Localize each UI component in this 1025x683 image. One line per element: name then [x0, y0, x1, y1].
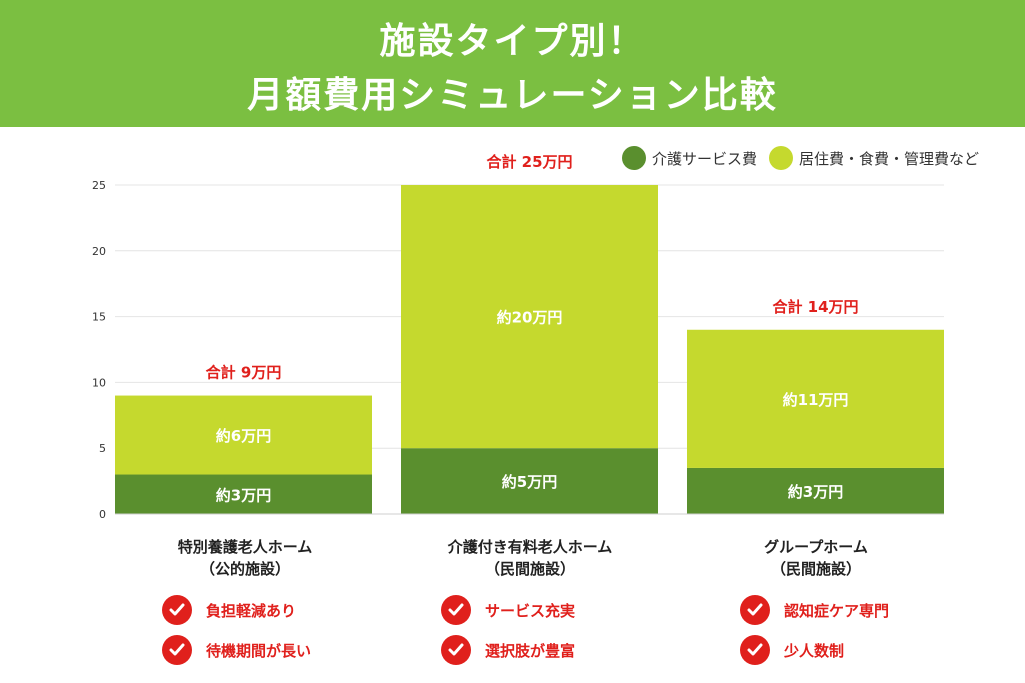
bar-total-label: 合計 9万円	[205, 364, 282, 382]
check-icon	[441, 635, 471, 665]
bar-data-label: 約3万円	[216, 486, 271, 504]
bar-segment	[687, 467, 944, 514]
check-icon	[740, 635, 770, 665]
feature-text: 選択肢が豊富	[485, 641, 576, 660]
y-tick-label: 5	[99, 442, 106, 455]
y-tick-label: 25	[92, 179, 106, 192]
bar-data-label: 約3万円	[788, 483, 843, 501]
check-icon	[162, 595, 192, 625]
category-label-tokuyo: 特別養護老人ホーム （公的施設）	[115, 536, 375, 580]
feature-text: 待機期間が長い	[206, 641, 312, 660]
check-icon	[441, 595, 471, 625]
y-tick-label: 0	[99, 508, 106, 521]
feature-text: サービス充実	[485, 601, 576, 620]
feature-item: 待機期間が長い	[162, 635, 311, 665]
feature-item: 認知症ケア専門	[740, 595, 889, 625]
category-name: 介護付き有料老人ホーム	[447, 538, 613, 556]
check-icon	[740, 595, 770, 625]
feature-item: 負担軽減あり	[162, 595, 296, 625]
category-label-group: グループホーム （民間施設）	[686, 536, 946, 580]
feature-text: 少人数制	[784, 641, 845, 660]
legend-label-living: 居住費・食費・管理費など	[799, 149, 980, 168]
feature-text: 負担軽減あり	[206, 601, 297, 620]
chart-legend: 介護サービス費 居住費・食費・管理費など	[622, 146, 991, 170]
y-tick-label: 20	[92, 245, 106, 258]
check-icon	[162, 635, 192, 665]
bar-segment	[115, 474, 372, 514]
legend-swatch-living	[769, 146, 794, 170]
bar-total-label: 合計 14万円	[771, 298, 858, 316]
legend-label-care: 介護サービス費	[652, 149, 758, 168]
bar-data-label: 約5万円	[502, 473, 557, 491]
y-tick-label: 10	[92, 376, 106, 389]
feature-item: サービス充実	[441, 595, 575, 625]
title-line-2: 月額費用シミュレーション比較	[247, 75, 778, 116]
category-type: （公的施設）	[199, 560, 290, 578]
category-label-yuryo: 介護付き有料老人ホーム （民間施設）	[400, 536, 660, 580]
y-tick-label: 15	[92, 311, 106, 324]
bar-data-label: 約20万円	[497, 309, 563, 327]
bar-data-label: 約6万円	[216, 427, 271, 445]
legend-item-living: 居住費・食費・管理費など	[769, 146, 979, 170]
title-line-1: 施設タイプ別！	[379, 21, 646, 62]
feature-text: 認知症ケア専門	[784, 601, 890, 620]
bar-segment	[401, 185, 658, 449]
bar-data-label: 約11万円	[783, 391, 849, 409]
feature-item: 選択肢が豊富	[441, 635, 575, 665]
feature-item: 少人数制	[740, 635, 844, 665]
category-name: グループホーム	[764, 538, 868, 556]
legend-item-care: 介護サービス費	[622, 146, 757, 170]
category-type: （民間施設）	[484, 560, 575, 578]
legend-swatch-care	[622, 146, 646, 170]
bar-total-label: 合計 25万円	[485, 153, 572, 171]
bar-segment	[401, 448, 658, 514]
category-name: 特別養護老人ホーム	[177, 538, 313, 556]
bar-segment	[115, 395, 372, 475]
category-type: （民間施設）	[770, 560, 861, 578]
bar-segment	[687, 329, 944, 468]
header-banner: 施設タイプ別！ 月額費用シミュレーション比較	[0, 0, 1025, 127]
